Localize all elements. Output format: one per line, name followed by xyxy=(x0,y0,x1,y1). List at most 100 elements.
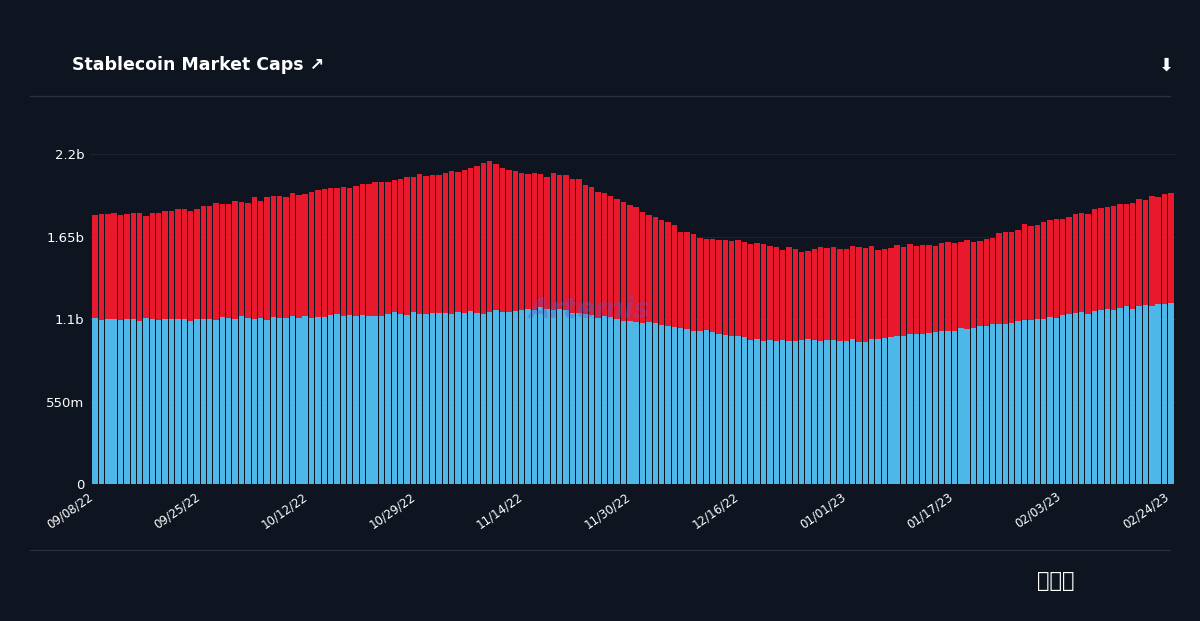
Bar xyxy=(601,193,607,317)
Bar xyxy=(106,214,110,319)
Bar xyxy=(570,179,575,312)
Bar xyxy=(761,341,767,484)
Bar xyxy=(283,197,289,318)
Bar xyxy=(200,206,206,319)
Bar xyxy=(608,317,613,484)
Bar xyxy=(838,248,842,341)
Bar xyxy=(347,315,353,484)
Bar xyxy=(703,239,709,330)
Bar xyxy=(487,161,492,312)
Bar xyxy=(767,340,773,484)
Bar xyxy=(1150,306,1154,484)
Bar xyxy=(755,243,760,339)
Bar xyxy=(952,243,958,331)
Bar xyxy=(697,331,702,484)
Bar xyxy=(418,314,422,484)
Bar xyxy=(901,335,906,484)
Bar xyxy=(634,322,638,484)
Bar xyxy=(398,179,403,314)
Bar xyxy=(258,318,263,484)
Bar xyxy=(647,322,652,484)
Bar xyxy=(1162,194,1168,304)
Text: ⬇: ⬇ xyxy=(1159,57,1174,74)
Bar xyxy=(748,340,754,484)
Bar xyxy=(1111,310,1116,484)
Bar xyxy=(1169,304,1174,484)
Bar xyxy=(353,186,359,315)
Bar xyxy=(424,314,428,484)
Bar xyxy=(793,249,798,341)
Bar xyxy=(360,184,365,315)
Bar xyxy=(576,179,582,313)
Bar xyxy=(169,319,174,484)
Bar xyxy=(888,337,894,484)
Bar xyxy=(233,319,238,484)
Bar xyxy=(283,318,289,484)
Bar xyxy=(462,313,467,484)
Bar xyxy=(245,203,251,318)
Bar xyxy=(391,312,397,484)
Bar xyxy=(1040,319,1046,484)
Bar xyxy=(608,196,613,317)
Bar xyxy=(118,215,124,320)
Bar xyxy=(512,311,518,484)
Bar xyxy=(150,213,155,319)
Bar xyxy=(125,319,130,484)
Bar xyxy=(557,309,563,484)
Bar xyxy=(863,248,868,342)
Bar xyxy=(640,323,646,484)
Bar xyxy=(1009,323,1014,484)
Bar xyxy=(1086,214,1091,314)
Bar xyxy=(811,249,817,340)
Bar xyxy=(926,333,931,484)
Bar xyxy=(468,168,473,312)
Bar xyxy=(996,233,1002,324)
Bar xyxy=(538,307,544,484)
Bar xyxy=(830,340,836,484)
Bar xyxy=(1136,306,1141,484)
Bar xyxy=(742,242,748,337)
Bar xyxy=(1015,321,1021,484)
Bar xyxy=(742,337,748,484)
Bar xyxy=(347,188,353,315)
Bar xyxy=(920,334,925,484)
Bar xyxy=(761,243,767,341)
Bar xyxy=(1040,222,1046,319)
Bar xyxy=(518,310,524,484)
Bar xyxy=(1117,308,1123,484)
Bar xyxy=(194,319,199,484)
Bar xyxy=(990,238,995,324)
Bar xyxy=(805,340,811,484)
Bar xyxy=(697,238,702,331)
Bar xyxy=(647,215,652,322)
Bar xyxy=(875,250,881,339)
Bar xyxy=(499,312,505,484)
Bar xyxy=(143,319,149,484)
Bar xyxy=(226,319,232,484)
Bar xyxy=(601,317,607,484)
Bar xyxy=(143,215,149,319)
Bar xyxy=(98,320,104,484)
Bar xyxy=(932,332,938,484)
Bar xyxy=(595,192,601,318)
Text: Stablecoin Market Caps ↗: Stablecoin Market Caps ↗ xyxy=(72,57,324,74)
Bar xyxy=(125,214,130,319)
Bar xyxy=(672,225,677,327)
Bar xyxy=(468,312,473,484)
Bar xyxy=(1015,230,1021,321)
Bar xyxy=(728,242,734,337)
Bar xyxy=(920,245,925,334)
Bar xyxy=(398,314,403,484)
Bar xyxy=(532,173,538,310)
Bar xyxy=(449,171,455,314)
Bar xyxy=(360,315,365,484)
Bar xyxy=(786,247,792,342)
Bar xyxy=(932,246,938,332)
Bar xyxy=(907,334,913,484)
Bar xyxy=(678,232,684,329)
Bar xyxy=(857,342,862,484)
Bar xyxy=(353,315,359,484)
Bar xyxy=(774,247,779,342)
Bar xyxy=(150,319,155,484)
Bar xyxy=(1048,317,1052,484)
